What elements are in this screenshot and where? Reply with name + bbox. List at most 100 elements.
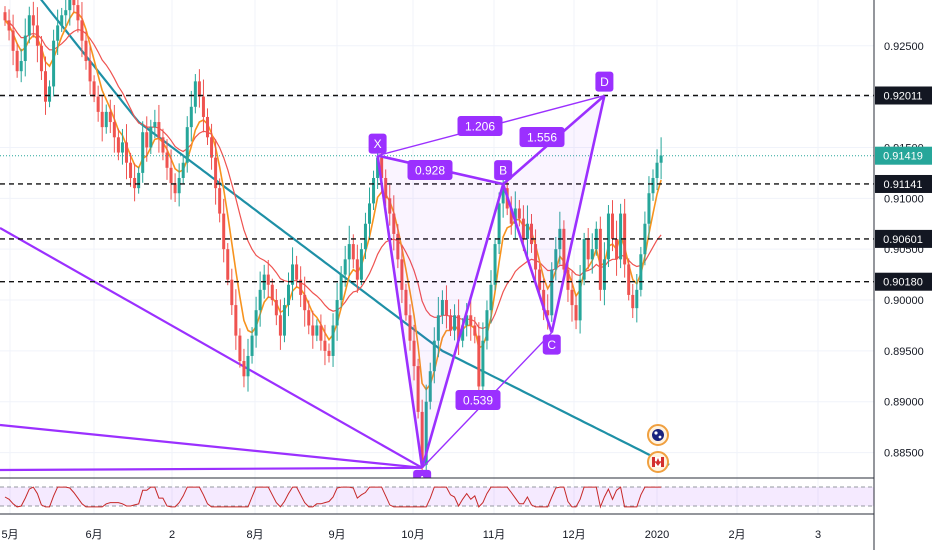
rsi-panel[interactable]: [0, 477, 874, 515]
plot-area[interactable]: X A B C D 1.206 1.556 0.928 0.539: [0, 0, 874, 490]
candle[interactable]: [578, 265, 582, 334]
candle[interactable]: [602, 242, 606, 306]
candle[interactable]: [550, 262, 554, 322]
event-flag-ca[interactable]: [647, 451, 669, 473]
candle[interactable]: [412, 324, 416, 381]
candle[interactable]: [133, 163, 137, 202]
candle[interactable]: [88, 46, 92, 95]
candle[interactable]: [39, 36, 43, 80]
candle[interactable]: [141, 121, 145, 183]
candle[interactable]: [100, 96, 104, 142]
candle[interactable]: [493, 237, 497, 291]
candle[interactable]: [112, 104, 116, 153]
candles[interactable]: [3, 0, 663, 480]
candle[interactable]: [327, 343, 331, 363]
candle[interactable]: [582, 232, 586, 286]
candle[interactable]: [339, 266, 343, 308]
candle[interactable]: [323, 324, 327, 366]
candle[interactable]: [335, 282, 339, 341]
candle[interactable]: [201, 79, 205, 133]
candle[interactable]: [570, 271, 574, 322]
candle[interactable]: [651, 169, 655, 201]
point-label-b[interactable]: B: [494, 160, 513, 181]
candle[interactable]: [15, 43, 19, 78]
candle[interactable]: [631, 283, 635, 319]
candle[interactable]: [586, 228, 590, 270]
candle[interactable]: [485, 300, 489, 350]
candle[interactable]: [303, 276, 307, 327]
candle[interactable]: [258, 271, 262, 327]
candle[interactable]: [416, 358, 420, 419]
candle[interactable]: [206, 108, 209, 145]
candle[interactable]: [76, 0, 80, 33]
candle[interactable]: [363, 212, 367, 260]
candle[interactable]: [96, 85, 100, 122]
candle[interactable]: [400, 244, 404, 304]
candle[interactable]: [270, 278, 274, 306]
candle[interactable]: [291, 247, 295, 301]
candle[interactable]: [7, 9, 11, 41]
candle[interactable]: [627, 258, 631, 301]
candle[interactable]: [181, 156, 185, 184]
candle[interactable]: [404, 283, 408, 321]
candle[interactable]: [173, 173, 177, 203]
candle[interactable]: [193, 74, 197, 114]
candle[interactable]: [659, 137, 663, 180]
candle[interactable]: [509, 196, 513, 235]
candle[interactable]: [92, 75, 96, 103]
candle[interactable]: [542, 278, 546, 321]
candle[interactable]: [574, 295, 578, 330]
candle[interactable]: [428, 362, 432, 410]
ratio-label-2[interactable]: 0.928: [407, 160, 453, 180]
candle[interactable]: [282, 297, 286, 343]
candle[interactable]: [35, 7, 39, 63]
candle[interactable]: [153, 109, 157, 139]
candle[interactable]: [230, 268, 234, 315]
candle[interactable]: [368, 187, 371, 239]
candle[interactable]: [530, 213, 533, 253]
candle[interactable]: [396, 224, 400, 269]
candle[interactable]: [56, 9, 60, 55]
candle[interactable]: [222, 198, 226, 263]
candle[interactable]: [210, 123, 214, 170]
candle[interactable]: [517, 199, 521, 227]
candle[interactable]: [562, 220, 566, 278]
candle[interactable]: [266, 259, 270, 298]
candle[interactable]: [64, 0, 68, 27]
candle[interactable]: [234, 289, 238, 350]
candle[interactable]: [108, 99, 112, 134]
candle[interactable]: [120, 128, 124, 165]
candle[interactable]: [157, 104, 161, 153]
candle[interactable]: [189, 90, 193, 142]
candle[interactable]: [473, 316, 477, 344]
candle[interactable]: [250, 327, 254, 364]
candle[interactable]: [238, 328, 242, 368]
candle[interactable]: [647, 176, 651, 240]
point-label-d[interactable]: D: [595, 71, 614, 92]
candle[interactable]: [27, 6, 31, 44]
candle[interactable]: [23, 18, 27, 77]
candle[interactable]: [226, 243, 230, 286]
candle[interactable]: [165, 139, 169, 180]
candle[interactable]: [453, 304, 457, 341]
candle[interactable]: [218, 178, 222, 223]
candle[interactable]: [287, 272, 290, 317]
candle[interactable]: [444, 285, 448, 329]
candle[interactable]: [449, 309, 452, 337]
candle[interactable]: [606, 205, 610, 268]
candle[interactable]: [384, 169, 388, 207]
candle[interactable]: [299, 266, 303, 308]
candle[interactable]: [246, 338, 250, 392]
candle[interactable]: [615, 220, 619, 276]
candle[interactable]: [3, 6, 7, 26]
candle[interactable]: [72, 0, 76, 13]
candle[interactable]: [469, 298, 473, 341]
candle[interactable]: [137, 166, 141, 194]
candle[interactable]: [388, 184, 392, 226]
candle[interactable]: [52, 29, 56, 97]
candle[interactable]: [161, 128, 165, 161]
candle[interactable]: [554, 236, 558, 281]
candle[interactable]: [343, 245, 347, 287]
candle[interactable]: [351, 234, 355, 269]
point-label-x[interactable]: X: [368, 133, 387, 154]
